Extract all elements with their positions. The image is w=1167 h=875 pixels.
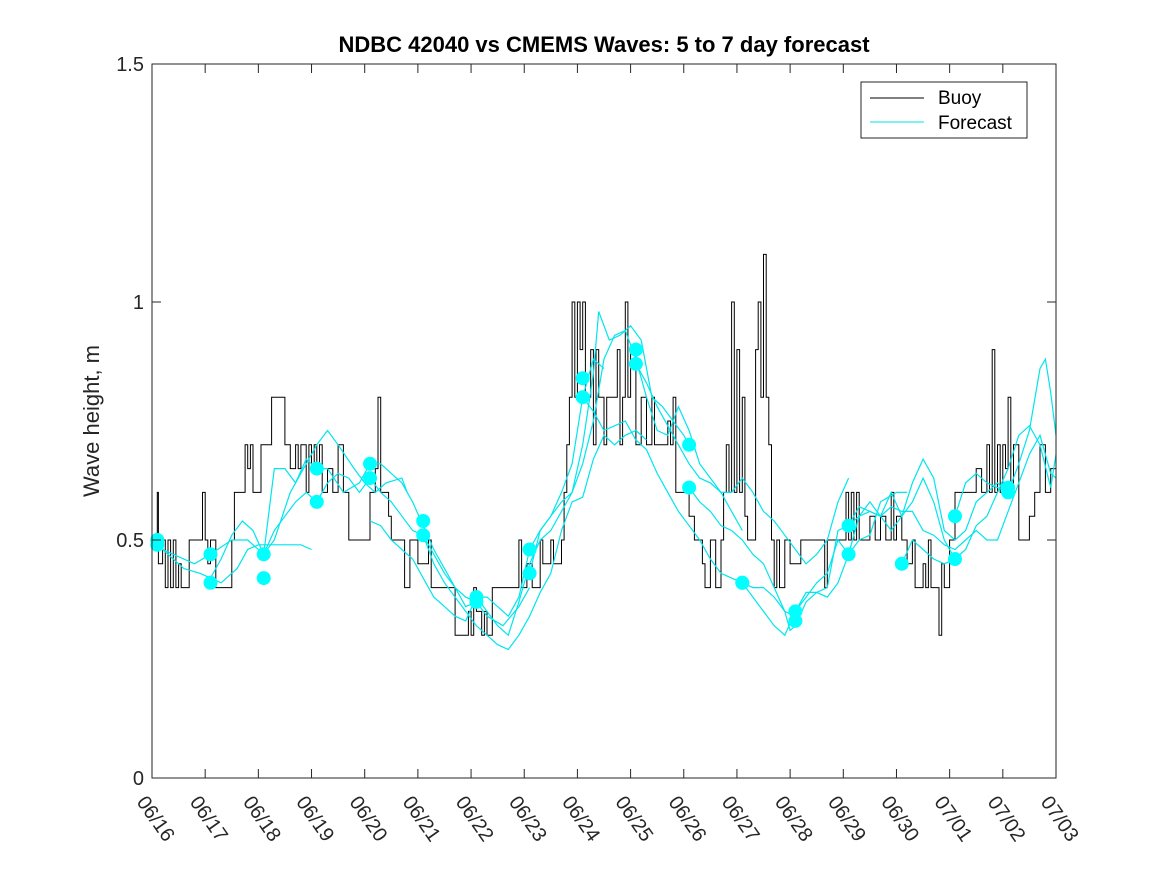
forecast-line-15 <box>901 424 1056 565</box>
forecast-marker <box>894 556 909 571</box>
forecast-markers <box>150 342 1016 628</box>
forecast-line-1 <box>152 539 312 584</box>
legend-forecast-label: Forecast <box>938 113 1013 134</box>
forecast-marker <box>682 480 697 495</box>
forecast-marker <box>628 342 643 357</box>
forecast-marker <box>575 390 590 405</box>
forecast-marker <box>416 514 431 528</box>
forecast-marker <box>309 461 324 476</box>
buoy-series <box>152 253 1056 636</box>
forecast-line-11 <box>688 487 908 632</box>
forecast-marker <box>841 518 856 533</box>
forecast-marker <box>788 613 803 628</box>
y-axis-label: Wave height, m <box>79 345 104 497</box>
forecast-line-10 <box>635 363 850 565</box>
forecast-marker <box>309 494 324 509</box>
forecast-line-6 <box>422 429 647 651</box>
forecast-series <box>152 311 1056 651</box>
forecast-marker <box>363 456 377 471</box>
y-tick-label: 1.5 <box>116 54 144 76</box>
forecast-line-9 <box>582 396 796 617</box>
forecast-marker <box>363 471 377 486</box>
forecast-line-5 <box>369 358 605 622</box>
forecast-marker <box>628 356 643 371</box>
forecast-marker <box>469 594 484 609</box>
forecast-marker <box>522 566 537 581</box>
forecast-line-16 <box>954 357 1056 517</box>
axes <box>151 63 1057 779</box>
chart-title: NDBC 42040 vs CMEMS Waves: 5 to 7 day fo… <box>338 32 870 57</box>
forecast-marker <box>203 547 218 562</box>
forecast-marker <box>256 571 271 586</box>
forecast-marker <box>1001 485 1016 500</box>
y-tick-label: 0.5 <box>116 530 144 552</box>
forecast-marker <box>735 575 750 590</box>
forecast-marker <box>948 509 962 524</box>
axes-box <box>151 63 1057 779</box>
legend-box <box>860 81 1028 139</box>
y-ticks: 0 0.5 1 1.5 <box>116 54 1056 790</box>
forecast-marker <box>150 537 165 552</box>
forecast-marker <box>522 542 537 557</box>
y-tick-label: 0 <box>133 768 144 790</box>
legend-buoy-label: Buoy <box>938 88 982 109</box>
buoy-line <box>152 253 1056 636</box>
forecast-marker <box>948 552 962 566</box>
forecast-marker <box>575 371 590 386</box>
y-tick-label: 1 <box>133 292 144 314</box>
forecast-marker <box>841 547 856 562</box>
forecast-marker <box>416 528 431 543</box>
forecast-line-14 <box>848 433 1056 551</box>
forecast-marker <box>203 575 218 590</box>
forecast-line-3 <box>209 458 477 608</box>
forecast-marker <box>256 547 271 562</box>
forecast-line-13 <box>794 457 1009 612</box>
legend: Buoy Forecast <box>860 81 1028 139</box>
forecast-line-7 <box>475 311 690 637</box>
forecast-marker <box>682 437 697 452</box>
